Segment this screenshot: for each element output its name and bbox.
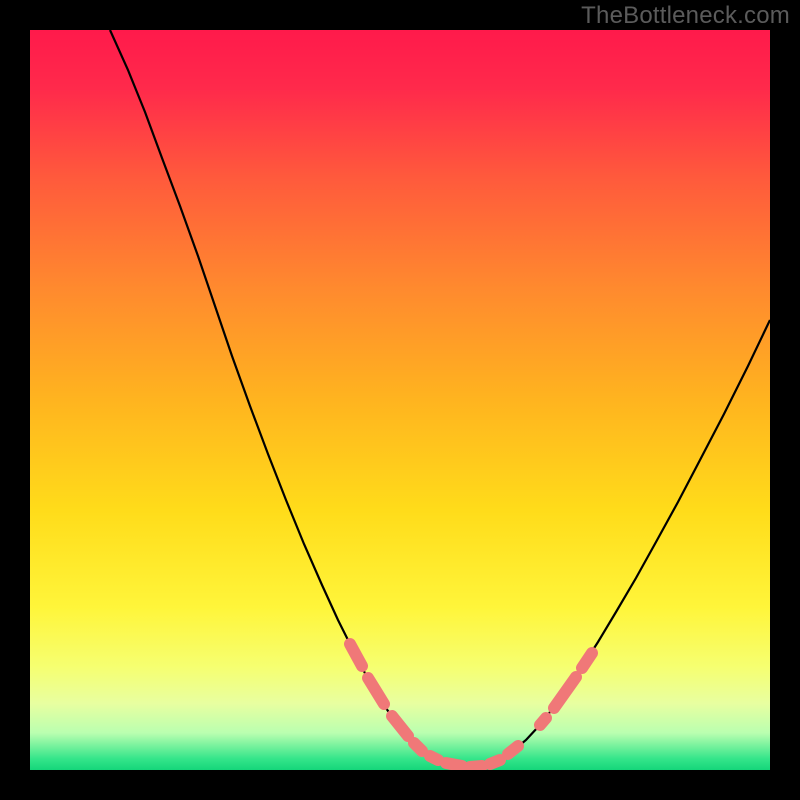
highlight-dash	[508, 746, 518, 754]
highlight-dash	[540, 718, 546, 725]
chart-background	[30, 30, 770, 770]
highlight-dash	[430, 756, 438, 760]
highlight-dash	[446, 763, 462, 766]
highlight-dash	[470, 766, 482, 767]
plot-svg	[0, 0, 800, 800]
highlight-dash	[414, 743, 422, 751]
highlight-dash	[490, 760, 500, 764]
highlight-dash	[582, 653, 592, 668]
watermark-text: TheBottleneck.com	[581, 2, 790, 30]
